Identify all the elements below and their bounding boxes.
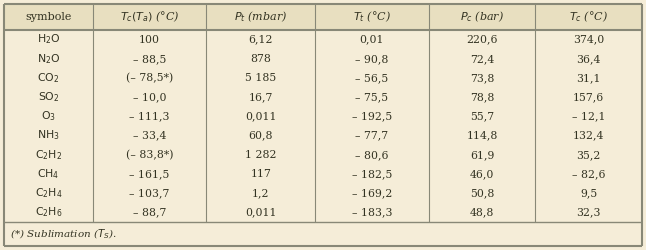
Text: – 33,4: – 33,4 <box>133 130 167 140</box>
Text: (*) Sublimation ($T_S$).: (*) Sublimation ($T_S$). <box>10 227 117 241</box>
Text: – 192,5: – 192,5 <box>352 112 392 122</box>
Text: – 12,1: – 12,1 <box>572 112 605 122</box>
Text: 46,0: 46,0 <box>470 169 494 179</box>
Text: $P_t$ (mbar): $P_t$ (mbar) <box>234 10 287 24</box>
Text: – 80,6: – 80,6 <box>355 150 389 160</box>
Text: 1 282: 1 282 <box>245 150 276 160</box>
Text: 114,8: 114,8 <box>466 130 497 140</box>
Text: 6,12: 6,12 <box>249 34 273 44</box>
Text: $\mathrm{C_2H_4}$: $\mathrm{C_2H_4}$ <box>35 186 62 200</box>
Text: 1,2: 1,2 <box>252 188 269 198</box>
Text: – 90,8: – 90,8 <box>355 54 389 64</box>
Text: 5 185: 5 185 <box>245 73 276 83</box>
Text: – 182,5: – 182,5 <box>351 169 392 179</box>
Text: 878: 878 <box>251 54 271 64</box>
Text: 0,011: 0,011 <box>245 112 276 122</box>
Text: $T_t$ (°C): $T_t$ (°C) <box>353 10 391 24</box>
Text: 32,3: 32,3 <box>576 208 601 218</box>
Text: 16,7: 16,7 <box>249 92 273 102</box>
Text: – 82,6: – 82,6 <box>572 169 605 179</box>
Text: 117: 117 <box>251 169 271 179</box>
Text: – 75,5: – 75,5 <box>355 92 388 102</box>
Text: – 183,3: – 183,3 <box>351 208 392 218</box>
Text: – 103,7: – 103,7 <box>129 188 170 198</box>
Text: $\mathrm{NH_3}$: $\mathrm{NH_3}$ <box>37 129 60 142</box>
Text: 132,4: 132,4 <box>573 130 605 140</box>
Text: – 88,5: – 88,5 <box>133 54 167 64</box>
Text: 35,2: 35,2 <box>576 150 601 160</box>
Text: 61,9: 61,9 <box>470 150 494 160</box>
Text: 220,6: 220,6 <box>466 34 498 44</box>
Text: 100: 100 <box>139 34 160 44</box>
Text: $\mathrm{CO_2}$: $\mathrm{CO_2}$ <box>37 71 59 85</box>
Text: 31,1: 31,1 <box>576 73 601 83</box>
Text: 72,4: 72,4 <box>470 54 494 64</box>
Text: $\mathrm{CH_4}$: $\mathrm{CH_4}$ <box>37 167 59 181</box>
Text: 374,0: 374,0 <box>573 34 604 44</box>
Text: $\mathrm{C_2H_2}$: $\mathrm{C_2H_2}$ <box>35 148 62 162</box>
Text: – 77,7: – 77,7 <box>355 130 388 140</box>
Text: $\mathrm{C_2H_6}$: $\mathrm{C_2H_6}$ <box>35 206 62 219</box>
Text: 157,6: 157,6 <box>573 92 604 102</box>
Text: 9,5: 9,5 <box>580 188 598 198</box>
Polygon shape <box>4 4 642 246</box>
Polygon shape <box>4 4 642 30</box>
Text: 78,8: 78,8 <box>470 92 494 102</box>
Text: 48,8: 48,8 <box>470 208 494 218</box>
Text: – 111,3: – 111,3 <box>129 112 170 122</box>
Text: 73,8: 73,8 <box>470 73 494 83</box>
Text: 0,011: 0,011 <box>245 208 276 218</box>
Text: 0,01: 0,01 <box>360 34 384 44</box>
Text: $P_c$ (bar): $P_c$ (bar) <box>460 10 504 24</box>
Text: 55,7: 55,7 <box>470 112 494 122</box>
Text: – 10,0: – 10,0 <box>133 92 167 102</box>
Text: $\mathrm{N_2O}$: $\mathrm{N_2O}$ <box>37 52 60 66</box>
Text: – 169,2: – 169,2 <box>351 188 392 198</box>
Text: $T_c$ (°C): $T_c$ (°C) <box>569 10 609 24</box>
Text: $\mathrm{H_2O}$: $\mathrm{H_2O}$ <box>37 33 60 46</box>
Text: (– 78,5*): (– 78,5*) <box>126 73 173 83</box>
Text: $\mathrm{O_3}$: $\mathrm{O_3}$ <box>41 110 56 123</box>
Text: $\mathrm{SO_2}$: $\mathrm{SO_2}$ <box>37 90 59 104</box>
Text: (– 83,8*): (– 83,8*) <box>126 150 173 160</box>
Text: – 161,5: – 161,5 <box>129 169 170 179</box>
Text: symbole: symbole <box>25 12 72 22</box>
Text: – 88,7: – 88,7 <box>133 208 167 218</box>
Text: – 56,5: – 56,5 <box>355 73 388 83</box>
Text: 50,8: 50,8 <box>470 188 494 198</box>
Text: 36,4: 36,4 <box>576 54 601 64</box>
Text: $T_c(T_a)$ (°C): $T_c(T_a)$ (°C) <box>120 10 180 24</box>
Text: 60,8: 60,8 <box>249 130 273 140</box>
